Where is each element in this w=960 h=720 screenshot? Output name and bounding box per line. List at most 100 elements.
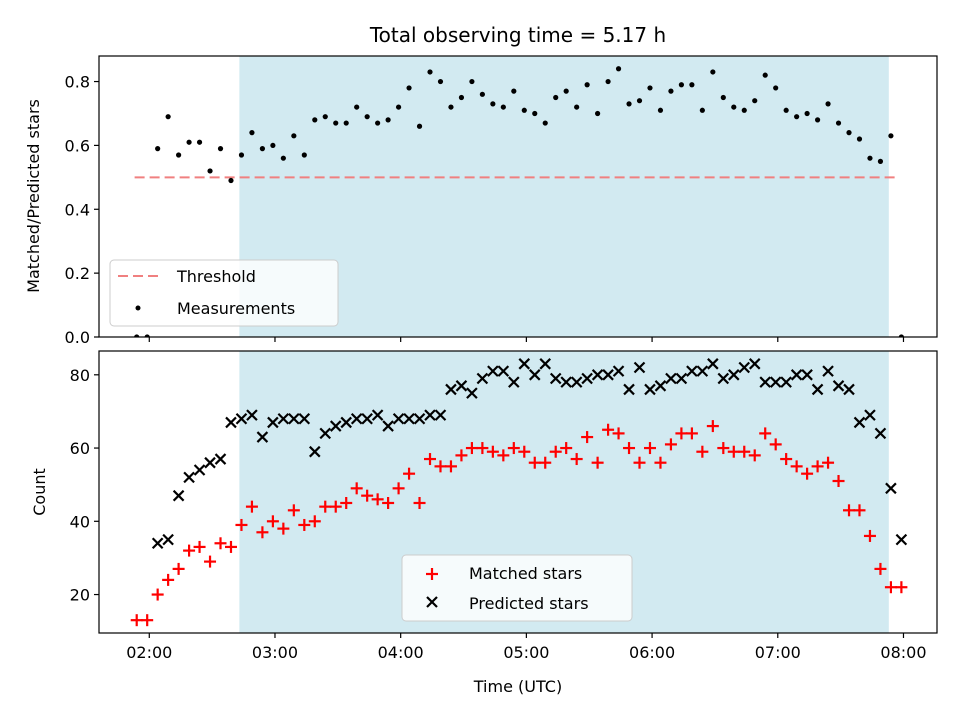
measurement-point xyxy=(668,88,674,94)
predicted-star-point xyxy=(654,380,667,392)
matched-star-point xyxy=(214,537,227,550)
matched-star-point xyxy=(235,518,248,531)
matched-star-point xyxy=(717,442,730,455)
measurement-point xyxy=(291,133,297,139)
predicted-star-point xyxy=(707,358,719,370)
predicted-star-point xyxy=(581,372,593,385)
predicted-star-point xyxy=(162,533,174,546)
matched-star-point xyxy=(539,456,552,469)
predicted-star-point xyxy=(361,412,373,425)
y-tick-label: 0.4 xyxy=(65,200,90,219)
matched-star-point xyxy=(413,496,426,509)
matched-star-point xyxy=(623,442,636,455)
matched-star-point xyxy=(832,475,845,488)
measurement-points xyxy=(134,66,904,337)
matched-star-point xyxy=(895,581,908,594)
x-tick-label: 07:00 xyxy=(755,643,801,662)
predicted-star-point xyxy=(843,383,855,396)
measurement-point xyxy=(228,177,234,184)
matched-star-point xyxy=(696,445,709,458)
matched-star-point xyxy=(780,453,793,466)
matched-star-point xyxy=(654,456,667,469)
predicted-star-point xyxy=(644,383,656,396)
measurement-point xyxy=(762,72,768,78)
measurement-point xyxy=(699,107,705,113)
predicted-star-point xyxy=(853,416,866,429)
matched-star-point xyxy=(884,581,897,594)
measurement-point xyxy=(354,104,360,110)
matched-star-point xyxy=(183,544,196,557)
matched-star-point xyxy=(664,438,677,451)
measurement-point xyxy=(333,120,339,126)
predicted-star-point xyxy=(455,380,468,392)
bottom-y-ticks: 20 40 60 80 xyxy=(70,366,99,605)
predicted-star-point xyxy=(759,376,771,388)
matched-star-point xyxy=(434,460,447,473)
predicted-star-point xyxy=(319,427,332,440)
matched-star-point xyxy=(602,423,615,436)
matched-star-point xyxy=(811,460,824,473)
matched-star-point xyxy=(277,522,290,535)
matched-star-point xyxy=(350,482,363,495)
measurement-point xyxy=(804,110,810,117)
predicted-star-point xyxy=(518,358,531,370)
legend-matched-label: Matched stars xyxy=(469,564,582,583)
matched-star-point xyxy=(612,427,625,440)
predicted-star-point xyxy=(570,376,583,388)
measurement-point xyxy=(343,120,349,126)
matched-star-point xyxy=(675,427,688,440)
predicted-star-point xyxy=(151,537,164,550)
predicted-star-point xyxy=(193,464,206,476)
measurement-point xyxy=(448,104,454,110)
predicted-star-point xyxy=(497,365,510,377)
matched-star-point xyxy=(685,427,698,440)
predicted-star-point xyxy=(466,387,478,399)
predicted-star-point xyxy=(204,456,216,469)
measurement-point xyxy=(144,334,150,337)
measurement-point xyxy=(731,104,737,110)
measurement-point xyxy=(312,117,318,123)
measurement-point xyxy=(888,133,894,139)
matched-star-point xyxy=(256,526,269,539)
legend-measurements-label: Measurements xyxy=(177,299,295,318)
x-axis-label: Time (UTC) xyxy=(473,677,562,696)
measurement-point xyxy=(207,168,213,174)
measurement-point xyxy=(375,120,381,126)
top-panel: 0.00.20.40.60.8 Matched/Predicted stars … xyxy=(24,55,938,347)
matched-star-point xyxy=(769,438,782,451)
predicted-star-point xyxy=(214,453,227,465)
y-tick-label: 0.6 xyxy=(65,136,90,155)
x-tick-label: 02:00 xyxy=(126,643,172,662)
predicted-star-point xyxy=(602,369,614,381)
measurement-point xyxy=(259,146,266,152)
measurement-point xyxy=(542,120,548,126)
matched-star-point xyxy=(392,482,405,495)
predicted-star-point xyxy=(748,358,761,370)
matched-star-point xyxy=(801,467,814,480)
matched-star-point xyxy=(465,442,478,455)
matched-star-point xyxy=(581,431,594,444)
matched-star-point xyxy=(507,442,520,455)
measurement-point xyxy=(521,107,527,113)
matched-star-point xyxy=(738,445,751,458)
measurement-point xyxy=(710,69,716,75)
matched-star-point xyxy=(329,500,342,513)
measurement-point xyxy=(322,114,328,120)
measurement-point xyxy=(511,88,517,94)
matched-star-point xyxy=(162,573,175,586)
measurement-point xyxy=(532,110,538,117)
matched-star-point xyxy=(204,555,217,568)
x-tick-label: 04:00 xyxy=(378,643,424,662)
y-tick-label: 40 xyxy=(70,512,90,531)
y-tick-label: 80 xyxy=(70,366,90,385)
predicted-star-point xyxy=(434,409,447,421)
legend-threshold-label: Threshold xyxy=(176,267,256,286)
measurement-point xyxy=(134,334,140,337)
measurement-point xyxy=(238,152,245,158)
matched-star-point xyxy=(843,504,856,517)
measurement-point xyxy=(301,152,307,158)
predicted-star-point xyxy=(612,365,625,377)
matched-star-point xyxy=(727,445,740,458)
measurement-point xyxy=(406,85,412,91)
measurement-point xyxy=(395,104,402,110)
